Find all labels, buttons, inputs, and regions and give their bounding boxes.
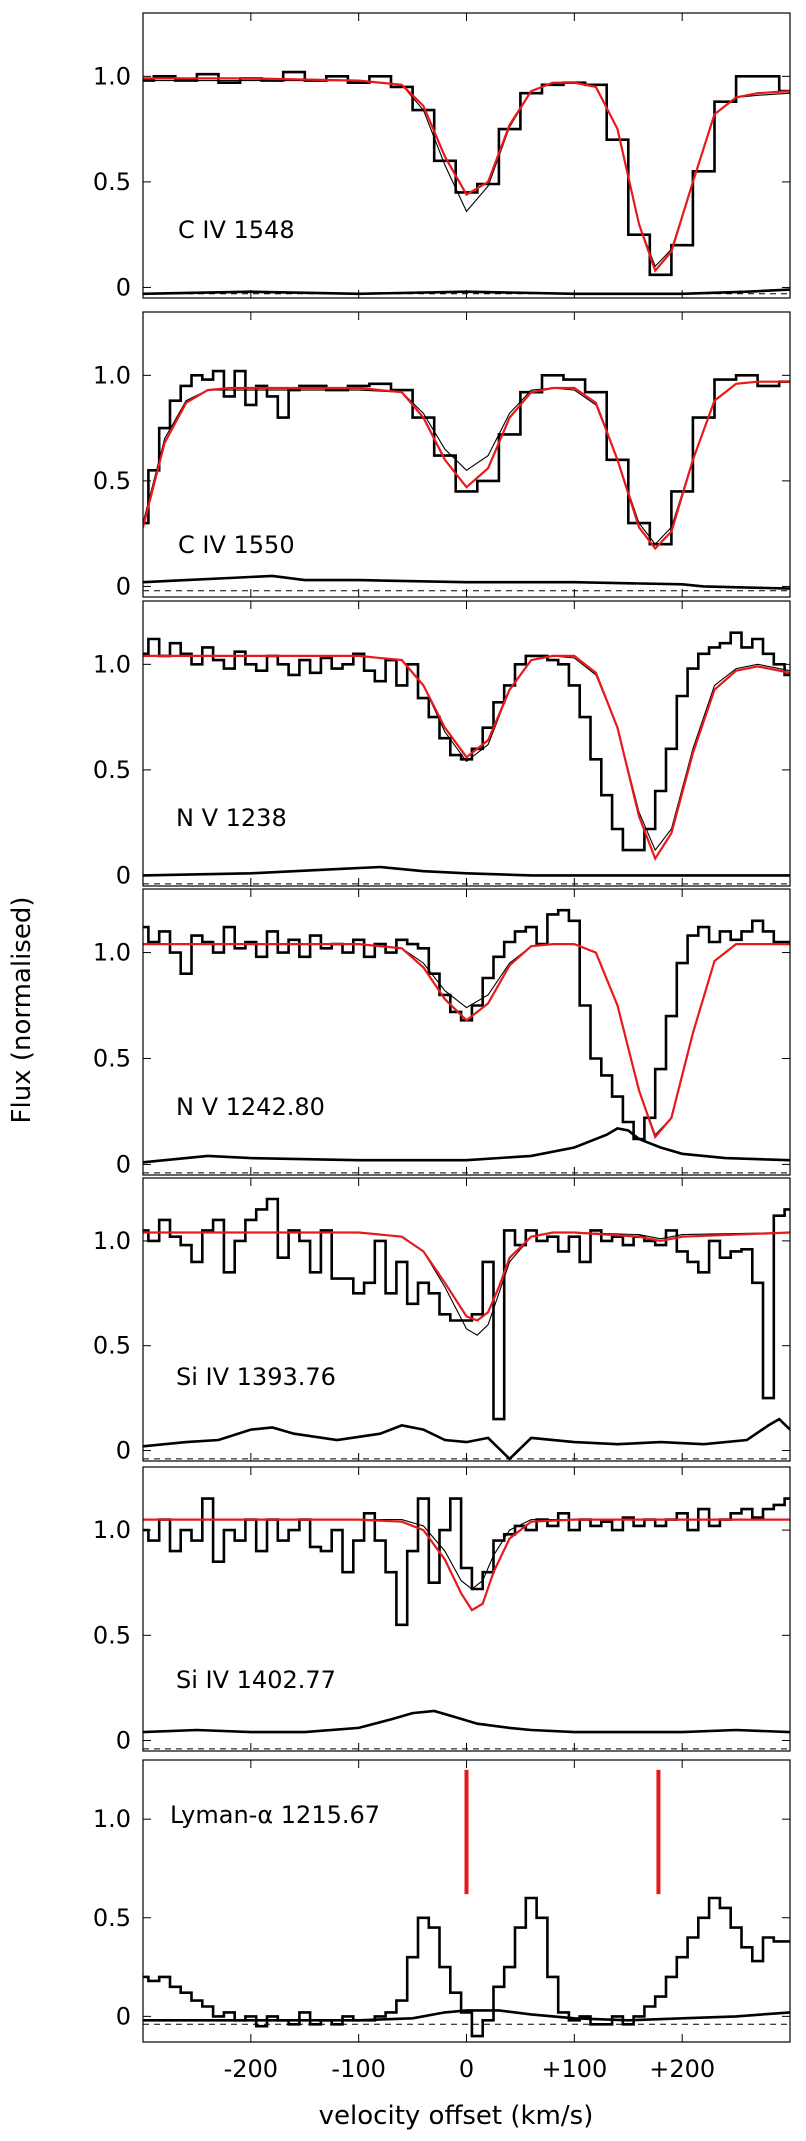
y-tick-label: 0 [116,2002,131,2030]
panel-label: C IV 1548 [178,216,295,244]
series-error [143,865,790,877]
panel-5: 0 0.5 1.0 Si IV 1393.76 [93,1177,791,1465]
y-tick-label: 0 [116,1437,131,1465]
y-axis-label: Flux (normalised) [7,897,37,1124]
plot-area [143,70,790,296]
series-fit [143,77,790,273]
plot-area [143,908,790,1174]
series-error [143,574,790,590]
series-fit [143,1231,790,1322]
plot-area [143,1896,790,2038]
x-tick-label: -200 [224,2055,278,2083]
y-tick-label: 0.5 [93,1904,131,1932]
panel-stack: 0 0.5 1.0 C IV 1548 0 0.5 1.0 C IV 1550 0 0.5 1.0 N… [93,12,791,2083]
y-tick-label: 1.0 [93,1805,131,1833]
series-error [143,1417,790,1461]
x-tick-label: +100 [541,2055,607,2083]
y-tick-label: 1.0 [93,650,131,678]
y-tick-label: 1.0 [93,361,131,389]
x-tick-label: +200 [649,2055,715,2083]
y-tick-label: 1.0 [93,1227,131,1255]
y-tick-label: 0 [116,572,131,600]
y-tick-label: 1.0 [93,62,131,90]
y-tick-label: 0.5 [93,168,131,196]
y-tick-label: 1.0 [93,939,131,967]
y-tick-label: 0.5 [93,467,131,495]
panel-label: C IV 1550 [178,531,295,559]
series-data [143,908,790,1141]
panel-label: N V 1238 [176,804,287,832]
series-fit [143,654,790,862]
y-tick-label: 1.0 [93,1516,131,1544]
x-axis-label: velocity offset (km/s) [319,2101,594,2131]
series-error [143,288,790,296]
panel-1: 0 0.5 1.0 C IV 1548 [93,12,791,301]
x-tick-label: -100 [331,2055,385,2083]
series-data [143,369,790,546]
series-fit [143,943,790,1140]
y-tick-label: 0.5 [93,756,131,784]
y-tick-label: 0 [116,861,131,889]
panel-2: 0 0.5 1.0 C IV 1550 [93,311,791,600]
series-error [143,2009,790,2022]
series-data [143,1497,790,1627]
plot-area [143,1197,790,1461]
y-tick-label: 0.5 [93,1621,131,1649]
y-tick-label: 0 [116,1150,131,1178]
panel-frame [142,600,791,887]
plot-area [143,1497,790,1750]
x-tick-label: 0 [459,2055,474,2083]
plot-area [143,631,790,885]
series-data [143,631,790,852]
series-data [143,1896,790,2038]
panel-3: 0 0.5 1.0 N V 1238 [93,600,791,889]
series-error [143,1709,790,1734]
panel-label: Si IV 1393.76 [176,1363,336,1391]
y-tick-label: 0.5 [93,1332,131,1360]
panel-label: Si IV 1402.77 [176,1666,336,1694]
y-tick-label: 0 [116,273,131,301]
panel-frame [142,1466,791,1752]
series-error [143,1127,790,1164]
y-tick-label: 0.5 [93,1044,131,1072]
series-fit [143,380,790,551]
series-fit [143,1518,790,1612]
panel-4: 0 0.5 1.0 N V 1242.80 [93,888,791,1178]
panel-label: Lyman-α 1215.67 [170,1801,380,1829]
panel-label: N V 1242.80 [176,1093,325,1121]
panel-7: 0 0.5 1.0 Lyman-α 1215.67 -200 -100 0 +100 +200 [93,1759,791,2083]
series-data [143,70,790,277]
panel-6: 0 0.5 1.0 Si IV 1402.77 [93,1466,791,1754]
y-tick-label: 0 [116,1726,131,1754]
panel-frame [142,12,791,299]
